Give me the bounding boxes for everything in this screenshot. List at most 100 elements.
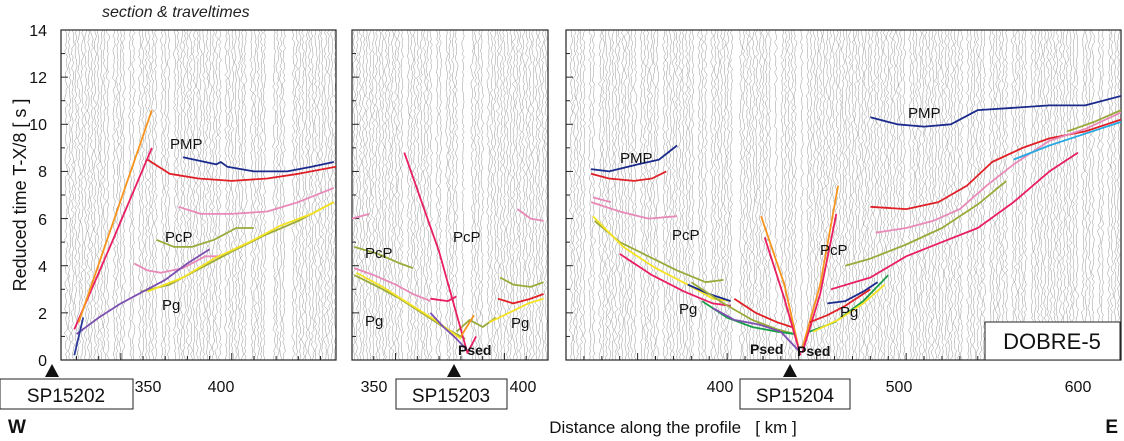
traveltime-curve xyxy=(178,187,335,215)
seismic-trace xyxy=(882,30,887,360)
y-axis-ticks xyxy=(566,29,573,361)
panel-sp15202: SP15202 350 400 PMP PcP Pg xyxy=(0,29,337,410)
panel-sp15203: SP15203 350 400 PcP PcP Pg Pg Psed xyxy=(351,29,549,410)
seismic-trace xyxy=(390,30,395,360)
seismic-trace xyxy=(470,30,475,360)
y-tick-label: 4 xyxy=(38,259,47,276)
seismic-trace xyxy=(828,30,833,360)
seismic-trace xyxy=(860,30,865,360)
seismic-trace xyxy=(1010,30,1015,360)
seismic-trace xyxy=(642,30,648,360)
seismic-trace xyxy=(809,30,814,360)
seismic-trace xyxy=(869,30,874,360)
traveltime-curve xyxy=(1013,121,1121,161)
phase-label: Psed xyxy=(750,341,783,357)
seismic-trace xyxy=(582,30,587,360)
seismic-trace xyxy=(240,30,245,360)
seismic-trace xyxy=(201,30,207,360)
seismic-trace xyxy=(534,30,539,360)
seismic-trace xyxy=(914,30,919,360)
seismic-trace xyxy=(645,30,651,360)
seismic-trace xyxy=(748,30,753,360)
seismic-trace xyxy=(166,30,171,360)
direction-west: W xyxy=(8,417,26,438)
seismic-trace xyxy=(384,30,388,360)
seismic-trace xyxy=(1046,30,1050,360)
x-axis-ticks xyxy=(76,353,321,360)
seismic-trace xyxy=(150,30,155,360)
traveltime-curve xyxy=(77,109,153,323)
seismic-trace xyxy=(591,30,596,360)
y-tick-label: 12 xyxy=(29,70,47,87)
traveltime-curve xyxy=(156,227,254,248)
seismic-trace xyxy=(1065,30,1070,360)
seismic-trace xyxy=(195,30,200,360)
traveltime-curve xyxy=(875,111,1121,234)
x-axis-ticks xyxy=(351,353,549,360)
seismic-trace xyxy=(147,30,152,360)
seismic-trace xyxy=(99,30,104,360)
traveltime-curve xyxy=(499,276,544,288)
seismic-trace xyxy=(182,30,187,360)
traveltime-curve xyxy=(1066,109,1121,133)
traveltime-curve xyxy=(75,248,211,335)
seismic-trace xyxy=(412,30,417,360)
profile-name-box xyxy=(984,321,1121,361)
seismic-trace xyxy=(205,30,210,360)
seismic-trace xyxy=(121,30,126,360)
seismic-trace xyxy=(665,30,670,360)
seismic-trace xyxy=(374,30,379,360)
seismic-trace xyxy=(451,30,456,360)
seismic-trace xyxy=(1068,30,1073,360)
seismic-trace xyxy=(227,30,232,360)
seismic-trace xyxy=(93,30,98,360)
seismic-trace xyxy=(476,30,482,360)
seismic-trace xyxy=(652,30,657,360)
seismic-trace xyxy=(1113,30,1117,360)
seismic-trace xyxy=(175,30,181,360)
seismic-trace xyxy=(1106,30,1111,360)
shot-point-marker xyxy=(447,364,461,377)
seismic-trace xyxy=(597,30,603,360)
phase-label: PcP xyxy=(820,242,848,259)
seismic-trace xyxy=(972,30,977,360)
profile-name: DOBRE-5 xyxy=(1003,329,1101,354)
seismic-trace xyxy=(192,30,197,360)
seismic-trace xyxy=(259,30,264,360)
seismic-trace xyxy=(352,30,356,360)
seismic-trace xyxy=(722,30,727,360)
seismic-trace xyxy=(115,30,120,360)
traveltime-curve xyxy=(140,201,335,293)
seismic-trace xyxy=(866,30,871,360)
seismic-trace xyxy=(511,30,516,360)
seismic-trace xyxy=(307,30,312,360)
seismic-trace xyxy=(540,30,545,360)
seismic-trace xyxy=(111,30,117,360)
phase-labels: PcP PcP Pg Pg Psed xyxy=(365,229,529,358)
seismic-trace xyxy=(661,30,667,360)
seismic-trace xyxy=(799,30,804,360)
seismic-trace xyxy=(889,30,894,360)
seismic-trace xyxy=(1116,30,1121,360)
seismic-trace xyxy=(530,30,536,360)
seismic-trace xyxy=(997,30,1002,360)
traveltime-curve xyxy=(460,314,475,337)
seismic-trace xyxy=(140,30,146,360)
seismic-trace xyxy=(377,30,382,360)
seismic-trace xyxy=(387,30,392,360)
seismic-trace xyxy=(447,30,452,360)
shot-point-label: SP15203 xyxy=(412,386,490,407)
phase-label: Pg xyxy=(840,304,858,321)
seismic-trace xyxy=(73,30,78,360)
seismic-trace xyxy=(969,30,974,360)
seismic-trace xyxy=(924,30,929,360)
seismic-trace xyxy=(102,30,107,360)
traveltime-curve xyxy=(619,253,731,307)
x-tick-label: 600 xyxy=(1065,379,1092,396)
seismic-trace xyxy=(719,30,724,360)
seismic-trace xyxy=(281,30,286,360)
seismic-trace xyxy=(1017,30,1022,360)
seismic-trace xyxy=(725,30,731,360)
phase-label: PMP xyxy=(170,136,203,153)
seismic-trace xyxy=(783,30,788,360)
